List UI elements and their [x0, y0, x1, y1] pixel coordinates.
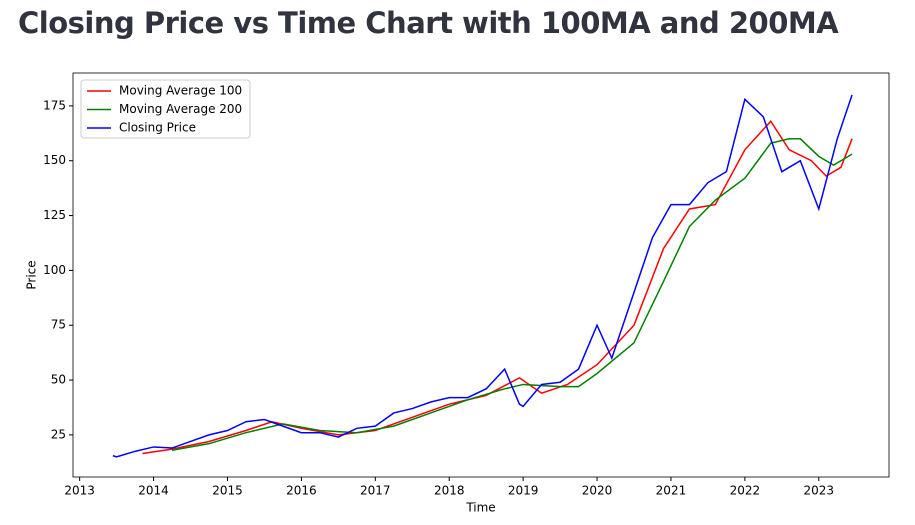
- legend-box: [80, 79, 251, 139]
- x-tick-label: 2013: [64, 484, 95, 498]
- y-tick-label: 75: [51, 318, 66, 332]
- line-series: [142, 120, 853, 455]
- legend-label: Moving Average 100: [119, 84, 242, 98]
- y-axis-label: Price: [25, 260, 39, 289]
- y-tick-label: 150: [43, 153, 66, 167]
- x-tick-label: 2016: [286, 484, 317, 498]
- y-tick-label: 125: [43, 208, 66, 222]
- x-tick-label: 2018: [434, 484, 465, 498]
- y-tick-label: 100: [43, 263, 66, 277]
- x-tick-label: 2017: [360, 484, 391, 498]
- x-tick-label: 2015: [212, 484, 243, 498]
- y-tick-label: 175: [43, 98, 66, 112]
- x-axis-label: Time: [465, 501, 495, 515]
- x-tick-label: 2022: [730, 484, 761, 498]
- y-tick-label: 25: [51, 427, 66, 441]
- legend-label: Moving Average 200: [119, 102, 242, 116]
- x-tick-label: 2023: [804, 484, 835, 498]
- y-tick-label: 50: [51, 373, 66, 387]
- page-title: Closing Price vs Time Chart with 100MA a…: [18, 6, 839, 40]
- x-tick-label: 2019: [508, 484, 539, 498]
- plot-area: [72, 72, 890, 478]
- x-tick-label: 2014: [138, 484, 169, 498]
- x-tick-label: 2021: [656, 484, 687, 498]
- line-series: [171, 138, 853, 451]
- line-series: [112, 94, 853, 458]
- x-tick-label: 2020: [582, 484, 613, 498]
- legend-label: Closing Price: [119, 121, 196, 135]
